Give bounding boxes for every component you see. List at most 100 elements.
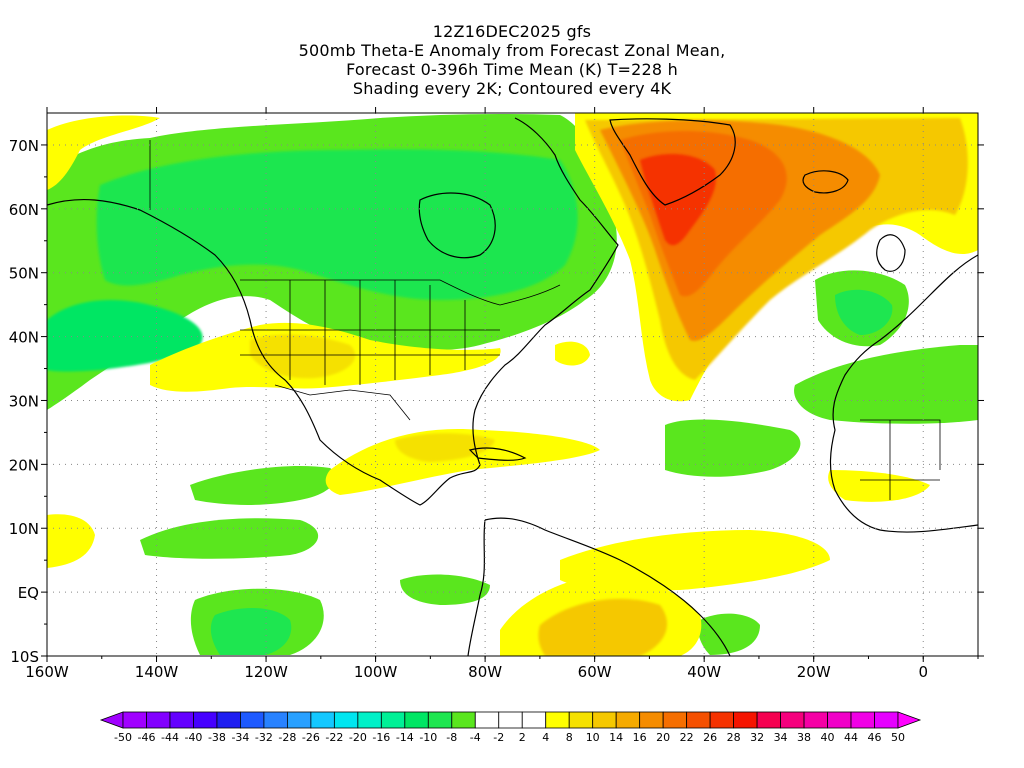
anomaly-shading-teal-iberia <box>835 289 893 335</box>
colorbar-label: -34 <box>231 731 249 744</box>
colorbar-swatch <box>733 711 758 729</box>
lat-label: 60N <box>9 201 39 219</box>
anomaly-shading-yellow-atlantic-band <box>560 530 830 591</box>
colorbar-label: 16 <box>633 731 647 744</box>
anomaly-shading-yellow-africa <box>828 470 930 502</box>
lat-label: 40N <box>9 329 39 347</box>
colorbar-swatch <box>568 711 594 729</box>
anomaly-shading-green-africa <box>794 345 978 424</box>
colorbar-label: 10 <box>586 731 600 744</box>
lat-label: 10S <box>10 648 39 666</box>
colorbar-label: -46 <box>138 731 156 744</box>
colorbar-label: 34 <box>774 731 788 744</box>
colorbar-swatch <box>404 711 429 729</box>
colorbar-swatch <box>333 711 359 729</box>
map-title-block: 12Z16DEC2025 gfs 500mb Theta-E Anomaly f… <box>0 22 1024 98</box>
us-canada-border <box>240 279 561 306</box>
coastline-iceland <box>802 170 849 194</box>
colorbar-label: -50 <box>114 731 132 744</box>
anomaly-shading-gold-caribbean <box>395 433 495 462</box>
colorbar-swatch <box>615 711 641 729</box>
colorbar-swatch <box>545 711 570 729</box>
colorbar-label: 26 <box>703 731 717 744</box>
coastline-greenland <box>609 118 736 206</box>
colorbar-swatch <box>709 711 735 729</box>
colorbar-label: 32 <box>750 731 764 744</box>
us-mexico-border <box>274 384 411 421</box>
plot-frame <box>46 112 979 657</box>
anomaly-shading-yellow-nw-corner <box>47 115 160 190</box>
us-state-lines <box>240 280 500 385</box>
colorbar-swatch <box>827 711 852 729</box>
axis-ticks <box>41 107 984 662</box>
colorbar-label: 50 <box>891 731 905 744</box>
colorbar-arrow-right <box>897 711 922 729</box>
anomaly-shading-yellow-west-edge <box>47 514 95 568</box>
colorbar-swatch <box>216 711 241 729</box>
colorbar-swatch <box>521 711 547 729</box>
colorbar-swatch <box>874 711 899 729</box>
colorbar-labels: -50 -46 -44 -40 -38 -34 -32 -28 -26 -22 -20 -16 -14-… <box>114 731 905 744</box>
colorbar-swatch <box>451 711 476 729</box>
colorbar-label: 38 <box>797 731 811 744</box>
longitude-labels: 160W 140W 120W 100W 80W 60W 40W 20W 0 <box>25 663 928 681</box>
coastlines <box>47 117 978 656</box>
lon-label: 60W <box>578 663 612 681</box>
colorbar-label: 46 <box>868 731 882 744</box>
colorbar-label: -44 <box>161 731 179 744</box>
colorbar-label: -38 <box>208 731 226 744</box>
colorbar-swatch <box>263 711 288 729</box>
lon-label: 20W <box>797 663 831 681</box>
colorbar-swatch <box>639 711 664 729</box>
colorbar-swatch <box>146 711 171 729</box>
coastline-cuba <box>468 447 527 461</box>
colorbar-swatch <box>592 711 617 729</box>
title-line-4: Shading every 2K; Contoured every 4K <box>352 79 672 98</box>
colorbar-label: -4 <box>470 731 481 744</box>
colorbar-label: 40 <box>821 731 835 744</box>
colorbar-label: 28 <box>727 731 741 744</box>
colorbar-swatch <box>380 711 406 729</box>
colorbar-swatch <box>193 711 218 729</box>
anomaly-shading-teal-pacific-2 <box>210 608 292 655</box>
colorbar-label: 2 <box>519 731 526 744</box>
coastline-hudson-bay <box>418 192 496 259</box>
colorbar-label: -28 <box>278 731 296 744</box>
coastline-south-america <box>467 517 731 656</box>
anomaly-shading-yellow-caribbean <box>325 429 600 495</box>
colorbar-label: -40 <box>184 731 202 744</box>
title-line-3: Forecast 0-396h Time Mean (K) T=228 h <box>346 60 678 79</box>
coastline-north-america <box>47 117 619 506</box>
grid-lines <box>47 113 978 656</box>
colorbar-swatch <box>498 711 523 729</box>
colorbar-arrow-left <box>99 711 124 729</box>
lon-label: 0 <box>918 663 928 681</box>
anomaly-shading-yellow-gulf-blob <box>555 341 590 366</box>
lon-label: 40W <box>687 663 721 681</box>
latitude-labels: 70N 60N 50N 40N 30N 20N 10N EQ 10S <box>9 137 39 666</box>
colorbar-swatch <box>427 711 453 729</box>
colorbar-label: -2 <box>493 731 504 744</box>
anomaly-shading-green-pacific-1 <box>190 465 336 505</box>
lat-label: 30N <box>9 392 39 410</box>
colorbar-label: -10 <box>419 731 437 744</box>
colorbar-swatch <box>286 711 312 729</box>
colorbar-label: 14 <box>609 731 623 744</box>
coastline-uk <box>876 234 906 272</box>
colorbar-label: -8 <box>446 731 457 744</box>
colorbar-swatch <box>803 711 828 729</box>
colorbar-label: -16 <box>372 731 390 744</box>
colorbar-swatch <box>122 711 147 729</box>
title-line-1: 12Z16DEC2025 gfs <box>432 22 592 41</box>
anomaly-shading-green-atlantic-2 <box>400 574 490 605</box>
colorbar-label: 22 <box>680 731 694 744</box>
lon-label: 100W <box>354 663 398 681</box>
anomaly-shading-gold-western-us <box>250 334 356 379</box>
lat-label: 10N <box>9 520 39 538</box>
anomaly-shading-green-sa <box>698 613 760 655</box>
colorbar-label: 44 <box>844 731 858 744</box>
colorbar-swatch <box>780 711 805 729</box>
anomaly-shading-gold-sa <box>538 598 668 656</box>
colorbar-swatch <box>240 711 265 729</box>
